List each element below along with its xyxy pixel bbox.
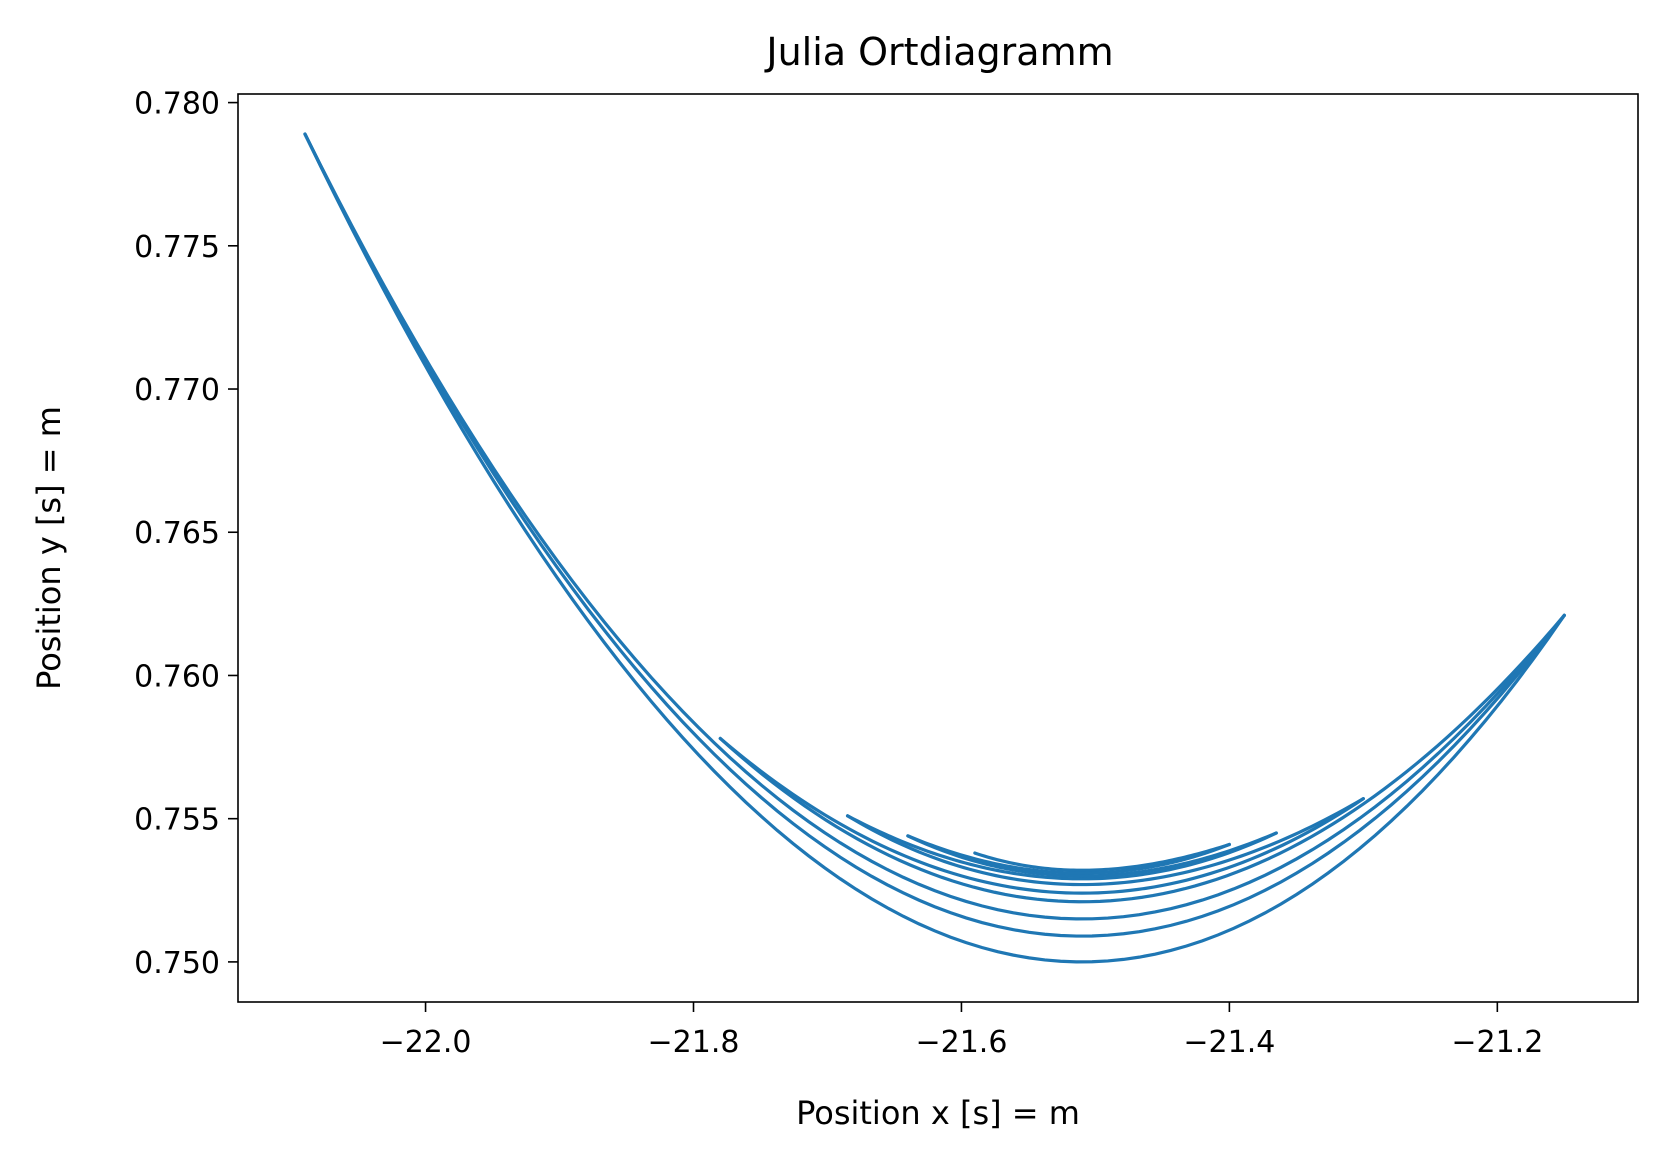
trajectory-segment-9 <box>906 834 1231 875</box>
trajectory-segment-1 <box>303 132 1566 964</box>
chart-title: Julia Ortdiagramm <box>764 30 1113 74</box>
y-axis: 0.750 0.755 0.760 0.765 0.770 0.775 0.780 <box>134 87 238 981</box>
y-tick-label: 0.770 <box>134 373 220 408</box>
trajectory-segment-5 <box>718 736 1365 895</box>
x-axis: −22.0 −21.8 −21.6 −21.4 −21.2 <box>380 1002 1543 1060</box>
y-tick-label: 0.765 <box>134 516 220 551</box>
x-tick-label: −21.4 <box>1183 1025 1275 1060</box>
trajectory-segment-2 <box>303 132 1566 938</box>
x-axis-label: Position x [s] = m <box>796 1094 1080 1132</box>
y-tick-label: 0.780 <box>134 87 220 122</box>
y-tick-label: 0.775 <box>134 230 220 265</box>
y-tick-label: 0.760 <box>134 659 220 694</box>
x-tick-label: −21.6 <box>915 1025 1007 1060</box>
x-tick-label: −22.0 <box>380 1025 472 1060</box>
trajectory-segment-10 <box>973 842 1231 872</box>
trajectory-segment-4 <box>718 613 1566 904</box>
trajectory-segment-8 <box>906 831 1278 878</box>
x-tick-label: −21.2 <box>1451 1025 1543 1060</box>
y-tick-label: 0.755 <box>134 803 220 838</box>
y-axis-label: Position y [s] = m <box>30 406 68 690</box>
y-tick-label: 0.750 <box>134 946 220 981</box>
trajectory-segment-6 <box>845 797 1365 887</box>
plot-frame <box>237 93 1639 1003</box>
trajectory-layer <box>303 132 1566 964</box>
trajectory-segment-7 <box>845 814 1278 881</box>
x-tick-label: −21.8 <box>648 1025 740 1060</box>
trajectory-segment-3 <box>303 132 1566 921</box>
